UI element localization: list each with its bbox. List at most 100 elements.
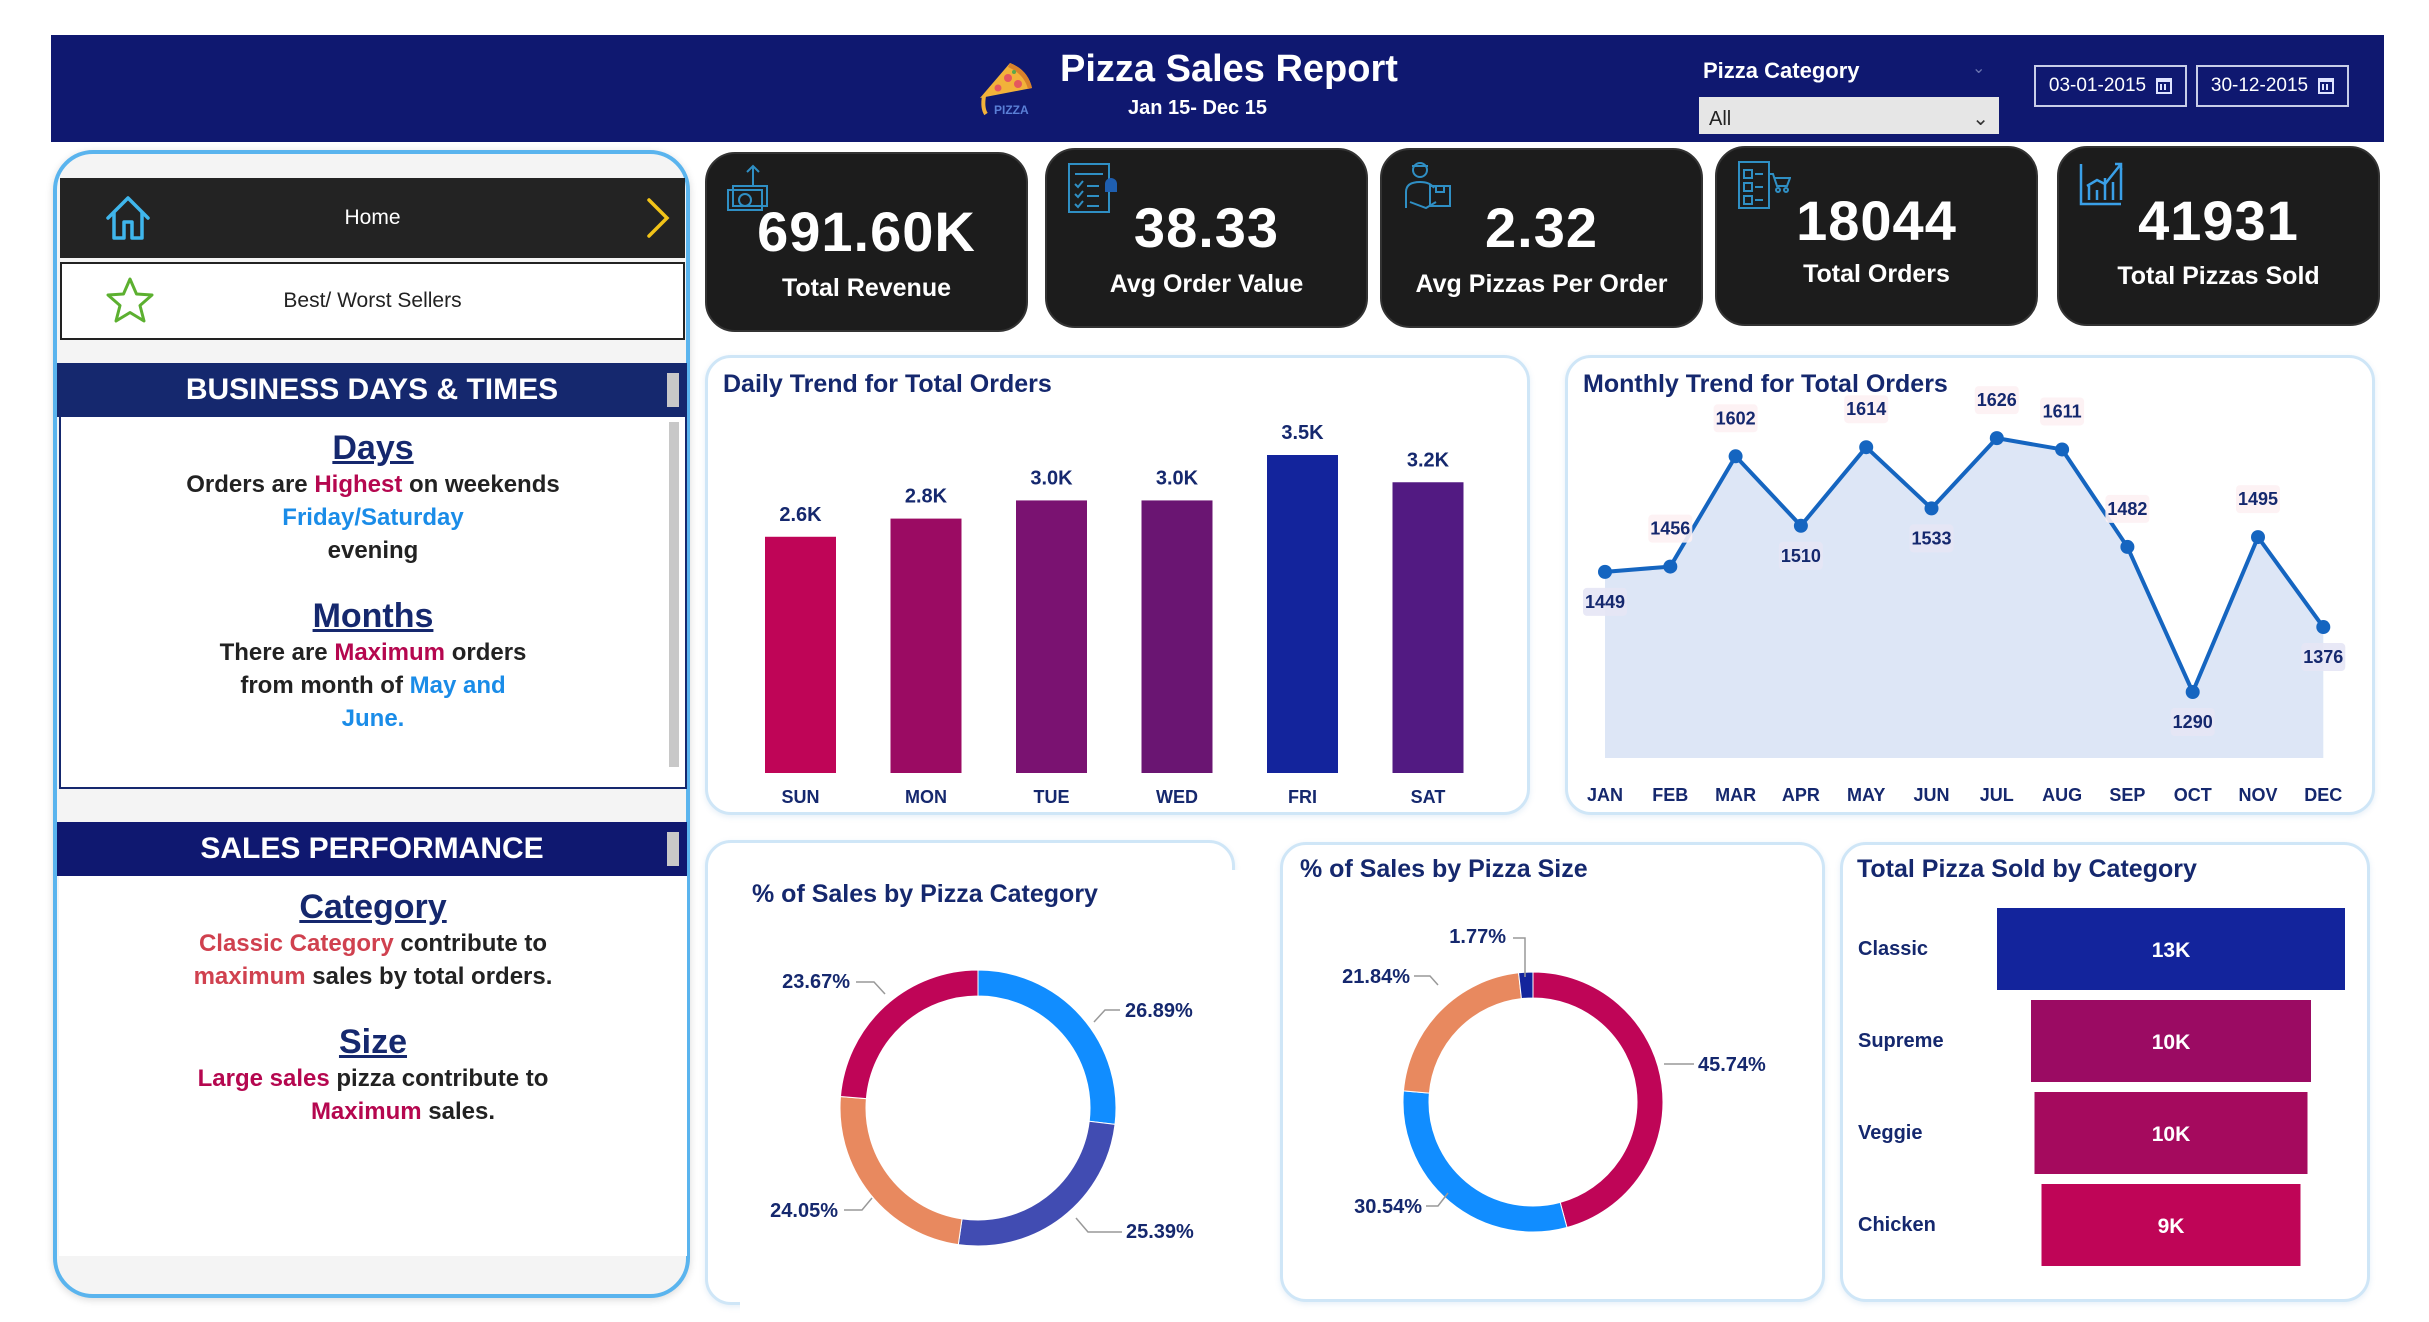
data-label-bg	[2236, 485, 2280, 514]
bar-veggie	[2034, 1092, 2308, 1174]
sales-performance-body: Category Classic Category contribute to …	[59, 876, 687, 1256]
x-tick-label: DEC	[2304, 785, 2342, 805]
clipboard-checklist-icon	[1068, 163, 1117, 213]
y-tick-label: Supreme	[1858, 1030, 1944, 1052]
category-line-1: Classic Category contribute to	[59, 927, 687, 960]
x-tick-label: MAR	[1715, 785, 1756, 805]
sales-performance-title: SALES PERFORMANCE	[200, 832, 544, 865]
x-tick-label: OCT	[2174, 785, 2212, 805]
data-point-jan	[1598, 564, 1612, 579]
bar-fri	[1267, 455, 1338, 773]
donut-slice	[977, 969, 1117, 1125]
bar-tue	[1016, 500, 1087, 773]
x-tick-label: MON	[905, 787, 947, 807]
highlight-text: Maximum	[334, 639, 446, 666]
y-tick-label: Chicken	[1858, 1214, 1936, 1236]
days-line-3: evening	[327, 537, 419, 564]
money-upload-icon	[727, 164, 768, 211]
data-label: 1533	[1911, 528, 1951, 548]
donut-slice	[1402, 972, 1522, 1094]
x-tick-label: JAN	[1587, 785, 1623, 805]
text: sales.	[421, 1098, 496, 1125]
filter-label: Pizza Category	[1703, 58, 1860, 83]
kpi-total-orders: 18044 Total Orders	[1715, 146, 2038, 326]
bar-data-label: 13K	[2152, 939, 2191, 962]
x-tick-label: SUN	[781, 787, 819, 807]
slice-label: 25.39%	[1126, 1221, 1194, 1243]
highlight-text: May and	[409, 672, 506, 699]
text: sales by total orders.	[305, 963, 553, 990]
highlight-text: maximum	[193, 963, 306, 990]
data-point-aug	[2055, 442, 2070, 457]
size-line-1: Large sales pizza contribute to	[59, 1062, 687, 1095]
data-label-bg	[1909, 524, 1954, 553]
text: Orders are	[186, 471, 315, 498]
start-date-value: 03-01-2015	[2048, 75, 2147, 96]
x-tick-label: APR	[1782, 785, 1820, 805]
logo-text: PIZZA	[994, 103, 1029, 117]
data-label: 1456	[1650, 519, 1690, 539]
pizza-sold-by-category-chart: 13K Classic 10K Supreme 10K Veggie 9K Chicken	[1858, 908, 2345, 1266]
monthly-trend-card: Monthly Trend for Total Orders 1449 JAN 14…	[1565, 355, 2375, 815]
data-label-bg	[1844, 395, 1889, 424]
bar-data-label: 3.5K	[1281, 422, 1324, 444]
bar-wed	[1141, 500, 1213, 773]
business-days-title: BUSINESS DAYS & TIMES	[185, 373, 559, 406]
text: There are	[219, 639, 335, 666]
days-line-1: Orders are Highest on weekends	[61, 468, 685, 501]
calendar-icon	[2318, 78, 2335, 94]
category-line-2: maximum sales by total orders.	[59, 960, 687, 993]
chevron-down-icon: ⌄	[1972, 108, 1989, 130]
nav-best-worst-button[interactable]: Best/ Worst Sellers	[60, 262, 685, 340]
data-label-bg	[1778, 541, 1823, 570]
kpi-value: 18044	[1796, 189, 1957, 252]
kpi-avg-order-value: 38.33 Avg Order Value	[1045, 148, 1368, 328]
chevron-right-icon	[647, 198, 670, 238]
chevron-down-icon[interactable]: ⌄	[1972, 60, 1986, 77]
x-tick-label: FRI	[1288, 787, 1317, 807]
months-line-3: June.	[341, 705, 405, 732]
bar-data-label: 3.0K	[1156, 467, 1199, 489]
data-label: 1510	[1781, 546, 1821, 566]
kpi-label: Avg Pizzas Per Order	[1415, 270, 1668, 298]
kpi-label: Avg Order Value	[1109, 270, 1304, 298]
kpi-avg-pizzas-per-order: 2.32 Avg Pizzas Per Order	[1380, 148, 1703, 328]
months-heading: Months	[312, 597, 434, 635]
leader-line	[844, 1197, 873, 1211]
bar-mon	[890, 518, 962, 773]
data-point-feb	[1663, 559, 1678, 574]
data-label-bg	[1648, 514, 1693, 543]
nav-home-button[interactable]: Home	[60, 178, 685, 258]
kpi-value: 691.60K	[757, 200, 976, 263]
leader-line	[1414, 975, 1439, 986]
slice-label: 24.05%	[770, 1200, 838, 1222]
size-donut-chart: 45.74% 30.54% 21.84% 1.77%	[1342, 926, 1766, 1233]
pizza-logo-icon: PIZZA	[980, 63, 1032, 117]
x-tick-label: NOV	[2238, 785, 2277, 805]
data-label: 1602	[1716, 408, 1756, 428]
area-fill	[1605, 438, 2324, 758]
kpi-total-revenue: 691.60K Total Revenue	[705, 152, 1028, 332]
kpi-total-pizzas-sold: 41931 Total Pizzas Sold	[2057, 146, 2380, 326]
bar-data-label: 2.8K	[905, 486, 948, 508]
pizza-category-select[interactable]: All ⌄	[1699, 97, 1999, 134]
x-tick-label: JUL	[1980, 785, 2014, 805]
scroll-marker	[667, 832, 679, 866]
data-point-dec	[2316, 620, 2331, 635]
size-line-2: Maximum sales.	[59, 1095, 687, 1128]
bar-data-label: 10K	[2152, 1031, 2191, 1054]
scrollbar[interactable]	[669, 422, 679, 767]
leader-line	[1093, 1009, 1120, 1023]
bar-sat	[1392, 482, 1464, 773]
category-heading: Category	[299, 888, 447, 926]
start-date-picker[interactable]: 03-01-2015	[2034, 65, 2187, 107]
size-heading: Size	[338, 1023, 408, 1061]
page-title: Pizza Sales Report	[1060, 48, 1398, 90]
highlight-text: Classic Category	[198, 930, 394, 957]
bar-chart-growth-icon	[2079, 162, 2123, 206]
kpi-value: 38.33	[1133, 196, 1280, 259]
scroll-marker	[667, 373, 679, 407]
x-tick-label: SEP	[2109, 785, 2145, 805]
end-date-picker[interactable]: 30-12-2015	[2196, 65, 2349, 107]
category-donut-card: % of Sales by Pizza Category 26.89% 25.39…	[740, 870, 1245, 1320]
